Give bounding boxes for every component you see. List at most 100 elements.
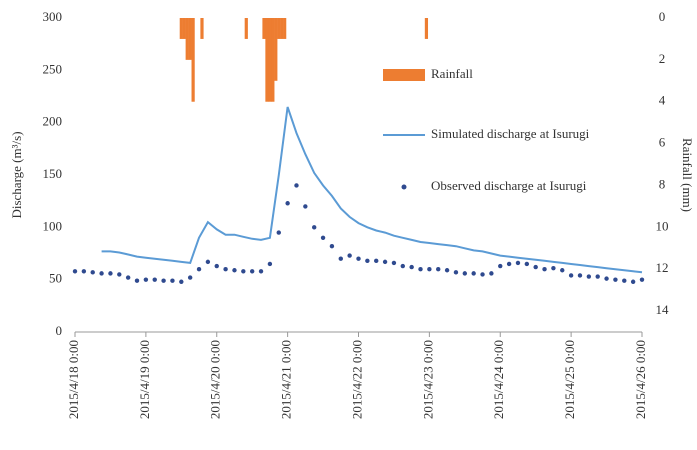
observed-dot	[258, 269, 264, 274]
y-axis-label: Discharge (m³/s)	[9, 131, 24, 218]
rain-bar	[191, 18, 195, 102]
x-tick-label: 2015/4/19 0:00	[137, 340, 152, 419]
observed-dot	[453, 270, 459, 275]
observed-dot	[568, 273, 574, 278]
observed-dot	[613, 277, 618, 282]
observed-dot	[639, 277, 645, 282]
legend-dot	[401, 184, 407, 190]
x-tick-label: 2015/4/22 0:00	[349, 340, 364, 419]
rain-bar	[188, 18, 192, 60]
observed-dot	[187, 275, 193, 280]
x-tick-label: 2015/4/25 0:00	[562, 340, 577, 419]
rain-bar	[265, 18, 269, 102]
observed-dot	[436, 267, 441, 272]
observed-dot	[312, 225, 317, 230]
y2-tick-label: 2	[659, 51, 666, 66]
rain-bar	[179, 18, 183, 39]
observed-dot	[214, 263, 219, 269]
observed-dot	[241, 269, 246, 274]
observed-dot	[462, 271, 468, 276]
rain-bar	[277, 18, 281, 39]
rain-bar	[185, 18, 189, 60]
y-tick-label: 0	[56, 323, 63, 338]
observed-dot	[143, 277, 149, 282]
observed-dot	[444, 268, 450, 273]
observed-dot	[374, 258, 379, 264]
x-tick-label: 2015/4/20 0:00	[208, 340, 223, 419]
y-tick-label: 150	[43, 166, 63, 181]
y-tick-label: 300	[43, 9, 63, 24]
observed-dot	[560, 268, 565, 273]
observed-dot	[161, 278, 166, 283]
observed-dot	[249, 269, 255, 274]
observed-dot	[515, 260, 521, 266]
observed-dot	[294, 183, 299, 188]
observed-dot	[99, 271, 104, 276]
y2-tick-label: 10	[656, 218, 669, 233]
y2-tick-label: 6	[659, 135, 666, 150]
legend-label: Observed discharge at Isurugi	[431, 178, 587, 193]
rain-bar	[244, 18, 248, 39]
observed-dot	[125, 275, 131, 280]
x-tick-label: 2015/4/18 0:00	[66, 340, 81, 419]
y2-tick-label: 14	[656, 302, 670, 317]
rain-bar	[424, 18, 429, 39]
y-tick-label: 200	[43, 114, 63, 129]
y2-tick-label: 0	[659, 9, 666, 24]
rain-bar	[200, 18, 204, 39]
observed-dot	[418, 267, 423, 272]
observed-dot	[232, 268, 237, 273]
observed-dot	[595, 274, 600, 279]
rain-bar	[283, 18, 287, 39]
x-tick-label: 2015/4/24 0:00	[491, 340, 506, 419]
observed-dot	[320, 235, 326, 240]
rain-bar	[271, 18, 275, 102]
observed-dot	[356, 256, 361, 261]
observed-dot	[471, 271, 476, 276]
observed-dot	[542, 267, 547, 272]
observed-dot	[391, 260, 397, 266]
observed-dot	[303, 204, 308, 209]
observed-dot	[267, 261, 273, 267]
y2-tick-label: 8	[659, 176, 666, 191]
observed-dot	[285, 201, 290, 206]
observed-dot	[72, 269, 78, 274]
observed-dot	[551, 265, 556, 271]
observed-dot	[81, 269, 87, 274]
y2-tick-label: 4	[659, 93, 666, 108]
legend-label: Simulated discharge at Isurugi	[431, 126, 590, 141]
legend-label: Rainfall	[431, 66, 473, 81]
observed-dot	[223, 267, 228, 272]
rain-bar	[280, 18, 284, 39]
rain-bar	[262, 18, 266, 39]
observed-dot	[347, 253, 352, 258]
observed-dot	[365, 258, 370, 264]
observed-dot	[338, 256, 343, 261]
y-tick-label: 50	[49, 271, 62, 286]
y-tick-label: 100	[43, 218, 63, 233]
observed-dot	[90, 270, 95, 275]
observed-dot	[196, 267, 202, 272]
y2-tick-label: 12	[656, 260, 669, 275]
observed-dot	[179, 279, 184, 284]
observed-dot	[489, 271, 494, 276]
observed-dot	[117, 272, 122, 277]
legend-swatch	[383, 69, 425, 81]
rain-bar	[274, 18, 278, 81]
x-tick-label: 2015/4/23 0:00	[420, 340, 435, 419]
observed-dot	[622, 278, 627, 283]
observed-dot	[400, 263, 405, 269]
simulated-line	[101, 106, 643, 274]
observed-dot	[480, 272, 485, 277]
x-tick-label: 2015/4/26 0:00	[633, 340, 648, 419]
observed-dot	[586, 274, 592, 279]
rain-bar	[182, 18, 186, 39]
x-tick-label: 2015/4/21 0:00	[279, 340, 294, 419]
observed-dot	[506, 261, 512, 267]
observed-dot	[276, 230, 281, 235]
observed-dot	[152, 277, 157, 282]
observed-dot	[533, 264, 538, 270]
observed-dot	[524, 261, 530, 267]
observed-dot	[604, 276, 609, 281]
